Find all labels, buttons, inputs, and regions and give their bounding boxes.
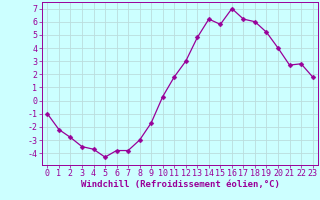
X-axis label: Windchill (Refroidissement éolien,°C): Windchill (Refroidissement éolien,°C) <box>81 180 279 189</box>
